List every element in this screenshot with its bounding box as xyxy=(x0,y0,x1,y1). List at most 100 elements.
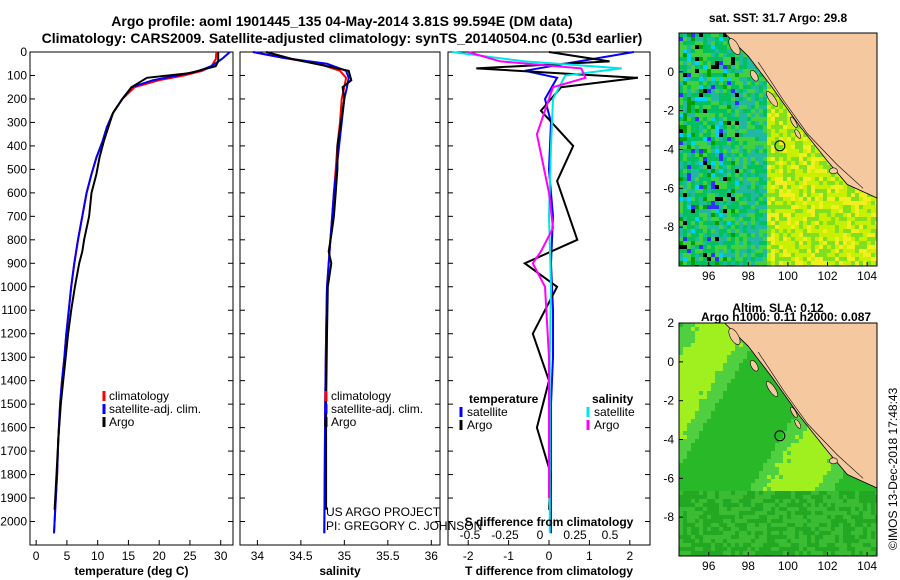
map-cell xyxy=(851,249,855,253)
map-cell xyxy=(715,189,719,193)
map-cell xyxy=(755,153,759,157)
map-cell xyxy=(759,395,763,399)
map-cell xyxy=(715,89,719,93)
map-cell xyxy=(679,217,683,221)
map-cell xyxy=(751,451,755,455)
map-cell xyxy=(735,161,739,165)
map-cell xyxy=(779,411,783,415)
map-cell xyxy=(687,69,691,73)
map-cell xyxy=(771,129,775,133)
map-cell xyxy=(723,415,727,419)
map-cell xyxy=(695,439,699,443)
map-cell xyxy=(751,399,755,403)
map-cell xyxy=(751,117,755,121)
map-cell xyxy=(763,89,767,93)
map-cell xyxy=(767,181,771,185)
map-cell xyxy=(763,443,767,447)
map-cell xyxy=(715,117,719,121)
map-cell xyxy=(831,181,835,185)
map-cell xyxy=(715,435,719,439)
map-cell xyxy=(699,459,703,463)
map-cell xyxy=(803,253,807,257)
map-cell xyxy=(727,335,731,339)
map-cell xyxy=(739,229,743,233)
map-cell xyxy=(715,201,719,205)
map-cell xyxy=(735,439,739,443)
map-cell xyxy=(731,249,735,253)
map-cell xyxy=(787,125,791,129)
map-cell xyxy=(747,205,751,209)
map-cell xyxy=(731,379,735,383)
map-cell xyxy=(695,459,699,463)
map-cell xyxy=(759,241,763,245)
coast-contour xyxy=(757,61,864,189)
map-cell xyxy=(839,233,843,237)
map-cell xyxy=(747,177,751,181)
map-cell xyxy=(815,173,819,177)
map-cell xyxy=(799,435,803,439)
map-cell xyxy=(687,463,691,467)
map-cell xyxy=(695,451,699,455)
map-cell xyxy=(791,145,795,149)
map-cell xyxy=(767,463,771,467)
map-cell xyxy=(775,451,779,455)
map-cell xyxy=(715,73,719,77)
map-cell xyxy=(743,177,747,181)
map-cell xyxy=(791,451,795,455)
map-cell xyxy=(679,57,683,61)
map-cell xyxy=(819,165,823,169)
map-cell xyxy=(787,241,791,245)
map-cell xyxy=(715,367,719,371)
map-cell xyxy=(719,61,723,65)
map-cell xyxy=(679,221,683,225)
map-cell xyxy=(783,113,787,117)
map-cell xyxy=(811,237,815,241)
map-cell xyxy=(751,383,755,387)
map-cell xyxy=(823,451,827,455)
map-cell xyxy=(759,197,763,201)
map-cell xyxy=(703,233,707,237)
x-top-tick-label: 0.5 xyxy=(602,528,619,542)
map-cell xyxy=(727,359,731,363)
map-cell xyxy=(799,177,803,181)
map-cell xyxy=(771,455,775,459)
map-cell xyxy=(743,387,747,391)
map-cell xyxy=(695,351,699,355)
map-cell xyxy=(831,245,835,249)
map-cell xyxy=(687,173,691,177)
map-cell xyxy=(791,257,795,261)
map-cell xyxy=(759,209,763,213)
map-cell xyxy=(731,233,735,237)
map-cell xyxy=(723,121,727,125)
map-cell xyxy=(727,411,731,415)
map-cell xyxy=(767,439,771,443)
map-cell xyxy=(839,185,843,189)
map-cell xyxy=(727,379,731,383)
map-cell xyxy=(807,157,811,161)
map-cell xyxy=(719,339,723,343)
map-cell xyxy=(747,81,751,85)
map-cell xyxy=(679,359,683,363)
map-cell xyxy=(795,141,799,145)
map-cell xyxy=(699,85,703,89)
map-cell xyxy=(711,331,715,335)
map-cell xyxy=(875,225,877,229)
map-cell xyxy=(735,427,739,431)
map-cell xyxy=(763,403,767,407)
map-cell xyxy=(711,69,715,73)
map-cell xyxy=(747,443,751,447)
map-cell xyxy=(763,379,767,383)
map-cell xyxy=(683,229,687,233)
map-cell xyxy=(867,209,871,213)
map-cell xyxy=(867,257,871,261)
map-cell xyxy=(707,65,711,69)
map-cell xyxy=(803,157,807,161)
map-cell xyxy=(755,145,759,149)
map-cell xyxy=(679,327,683,331)
y-tick-label: 900 xyxy=(7,256,27,270)
map-cell xyxy=(687,363,691,367)
map-cell xyxy=(755,419,759,423)
map-cell xyxy=(751,81,755,85)
y-tick-label: 500 xyxy=(7,162,27,176)
map-cell xyxy=(763,177,767,181)
